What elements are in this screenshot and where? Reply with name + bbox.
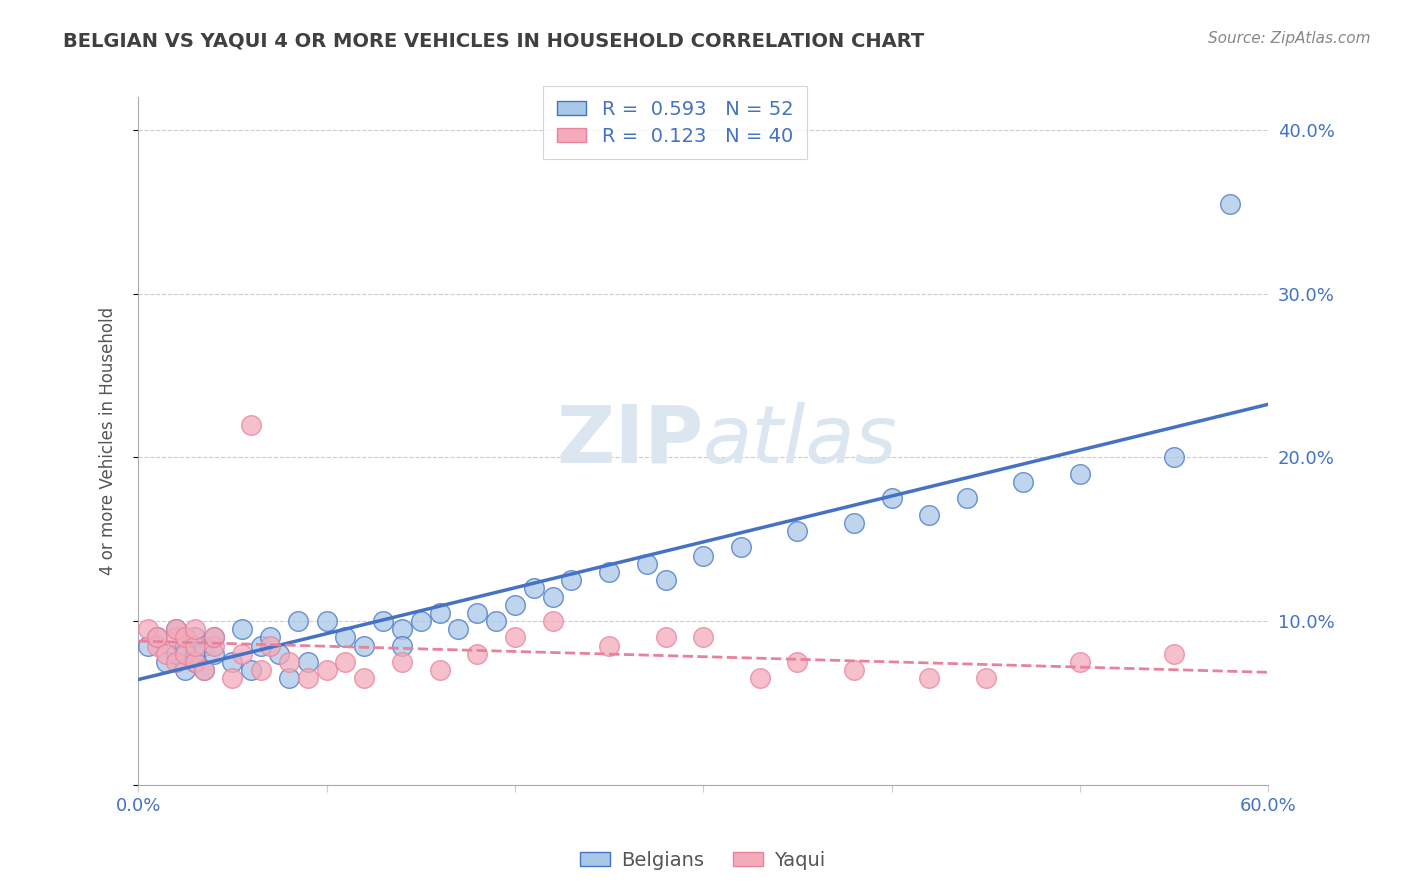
Point [353, 671, 375, 685]
Point [202, 647, 225, 661]
Point [429, 606, 451, 620]
Point [465, 647, 488, 661]
Point [231, 622, 253, 636]
Point [391, 622, 413, 636]
Point [174, 647, 197, 661]
Point [503, 631, 526, 645]
Point [1219, 196, 1241, 211]
Point [231, 647, 253, 661]
Point [202, 631, 225, 645]
Point [315, 614, 337, 628]
Point [371, 614, 394, 628]
Point [297, 671, 319, 685]
Point [786, 524, 808, 538]
Point [155, 647, 177, 661]
Point [146, 631, 169, 645]
Point [842, 663, 865, 677]
Point [409, 614, 432, 628]
Text: Source: ZipAtlas.com: Source: ZipAtlas.com [1208, 31, 1371, 46]
Point [155, 655, 177, 669]
Point [541, 590, 564, 604]
Point [335, 655, 357, 669]
Point [842, 516, 865, 530]
Point [202, 631, 225, 645]
Point [918, 671, 941, 685]
Point [391, 639, 413, 653]
Point [654, 631, 676, 645]
Point [183, 631, 205, 645]
Point [183, 655, 205, 669]
Point [183, 622, 205, 636]
Point [174, 639, 197, 653]
Legend: Belgians, Yaqui: Belgians, Yaqui [572, 843, 834, 878]
Point [146, 631, 169, 645]
Point [485, 614, 508, 628]
Point [391, 655, 413, 669]
Point [269, 647, 291, 661]
Point [277, 655, 299, 669]
Point [297, 655, 319, 669]
Point [193, 663, 215, 677]
Point [1163, 450, 1185, 465]
Point [730, 541, 752, 555]
Point [249, 639, 271, 653]
Point [202, 639, 225, 653]
Point [1069, 655, 1091, 669]
Point [503, 598, 526, 612]
Point [748, 671, 770, 685]
Point [654, 573, 676, 587]
Point [146, 639, 169, 653]
Legend: R =  0.593   N = 52, R =  0.123   N = 40: R = 0.593 N = 52, R = 0.123 N = 40 [543, 87, 807, 160]
Point [523, 582, 546, 596]
Point [880, 491, 903, 506]
Point [353, 639, 375, 653]
Point [221, 671, 243, 685]
Point [315, 663, 337, 677]
Point [692, 631, 714, 645]
Point [541, 614, 564, 628]
Point [259, 631, 281, 645]
Point [974, 671, 997, 685]
Point [598, 565, 620, 579]
Text: ZIP: ZIP [555, 402, 703, 480]
Point [165, 655, 187, 669]
Point [636, 557, 658, 571]
Point [335, 631, 357, 645]
Point [786, 655, 808, 669]
Point [165, 622, 187, 636]
Point [1163, 647, 1185, 661]
Point [174, 663, 197, 677]
Text: atlas: atlas [703, 402, 898, 480]
Point [183, 647, 205, 661]
Point [183, 655, 205, 669]
Point [136, 639, 159, 653]
Point [956, 491, 979, 506]
Point [174, 631, 197, 645]
Point [598, 639, 620, 653]
Point [429, 663, 451, 677]
Point [560, 573, 582, 587]
Y-axis label: 4 or more Vehicles in Household: 4 or more Vehicles in Household [100, 307, 117, 575]
Point [249, 663, 271, 677]
Point [259, 639, 281, 653]
Point [193, 663, 215, 677]
Point [221, 655, 243, 669]
Point [918, 508, 941, 522]
Point [193, 639, 215, 653]
Point [447, 622, 470, 636]
Point [136, 622, 159, 636]
Point [165, 622, 187, 636]
Point [165, 631, 187, 645]
Point [277, 671, 299, 685]
Point [240, 417, 263, 432]
Point [465, 606, 488, 620]
Point [1012, 475, 1035, 489]
Point [183, 639, 205, 653]
Point [240, 663, 263, 677]
Point [692, 549, 714, 563]
Point [287, 614, 309, 628]
Point [1069, 467, 1091, 481]
Point [165, 647, 187, 661]
Text: BELGIAN VS YAQUI 4 OR MORE VEHICLES IN HOUSEHOLD CORRELATION CHART: BELGIAN VS YAQUI 4 OR MORE VEHICLES IN H… [63, 31, 925, 50]
